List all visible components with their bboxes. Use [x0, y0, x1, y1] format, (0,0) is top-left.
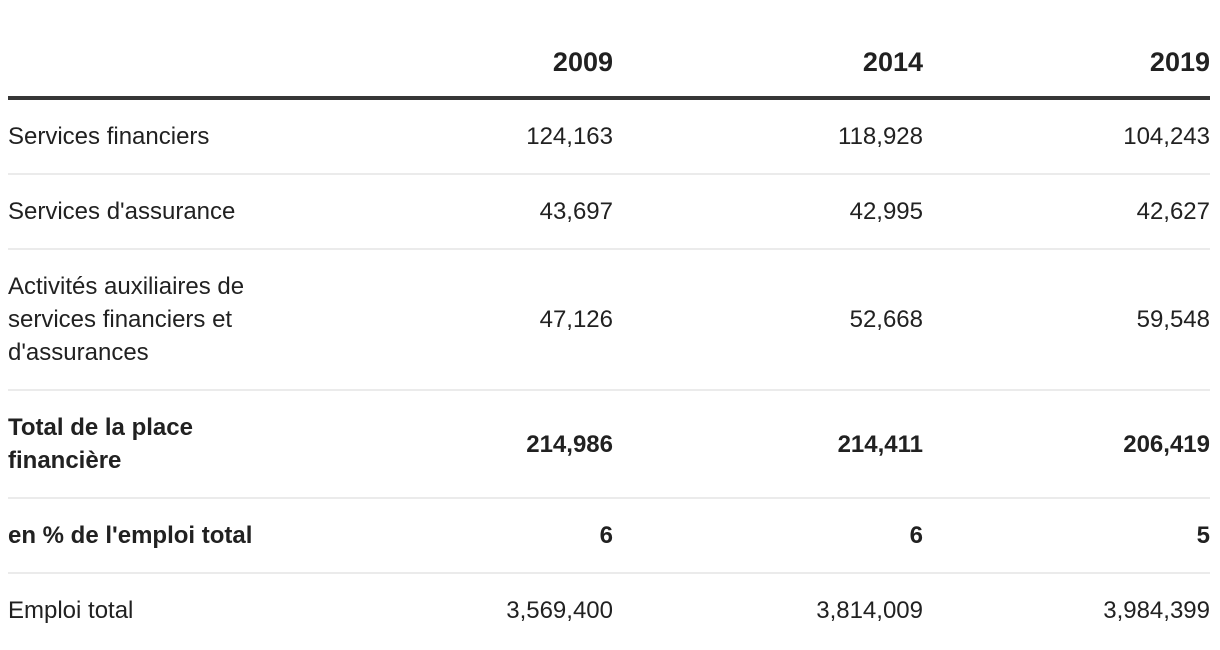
header-year-2014: 2014 — [613, 0, 923, 100]
row-label: Activités auxiliaires de services financ… — [8, 248, 318, 390]
cell-value: 47,126 — [318, 248, 613, 390]
cell-value: 52,668 — [613, 248, 923, 390]
header-year-2009: 2009 — [318, 0, 613, 100]
header-empty-cell — [8, 0, 318, 100]
row-label: Emploi total — [8, 572, 318, 647]
cell-value: 104,243 — [1123, 123, 1210, 150]
cell-value: 3,814,009 — [613, 572, 923, 647]
row-label: en % de l'emploi total — [8, 497, 318, 573]
row-label: Total de la place financière — [8, 389, 318, 498]
table-row-pct-emploi-total: en % de l'emploi total 6 6 5 — [8, 497, 1210, 573]
row-label: Services financiers — [8, 123, 210, 150]
table-row-activites-auxiliaires: Activités auxiliaires de services financ… — [8, 248, 1210, 390]
cell-value: 6 — [318, 497, 613, 573]
cell-value: 118,928 — [838, 123, 923, 150]
cell-value: 206,419 — [923, 389, 1210, 498]
cell-value: 6 — [613, 497, 923, 573]
cell-value: 43,697 — [318, 173, 613, 249]
cell-value: 124,163 — [526, 123, 613, 150]
cell-value: 5 — [923, 497, 1210, 573]
header-year-2019: 2019 — [923, 0, 1210, 100]
financial-center-employment-table: 2009 2014 2019 Services financiers 124,1… — [8, 0, 1210, 647]
row-label: Services d'assurance — [8, 173, 318, 249]
table-row-services-assurance: Services d'assurance 43,697 42,995 42,62… — [8, 173, 1210, 249]
cell-value: 214,411 — [613, 389, 923, 498]
table-row-services-financiers: Services financiers 124,163 118,928 104,… — [8, 98, 1210, 174]
cell-value: 42,995 — [613, 173, 923, 249]
cell-value: 3,984,399 — [923, 572, 1210, 647]
table-row-total-place-financiere: Total de la place financière 214,986 214… — [8, 389, 1210, 498]
cell-value: 42,627 — [923, 173, 1210, 249]
cell-value: 59,548 — [923, 248, 1210, 390]
cell-value: 214,986 — [318, 389, 613, 498]
cell-value: 3,569,400 — [318, 572, 613, 647]
table-row-emploi-total: Emploi total 3,569,400 3,814,009 3,984,3… — [8, 572, 1210, 647]
header-row: 2009 2014 2019 — [8, 0, 1210, 100]
